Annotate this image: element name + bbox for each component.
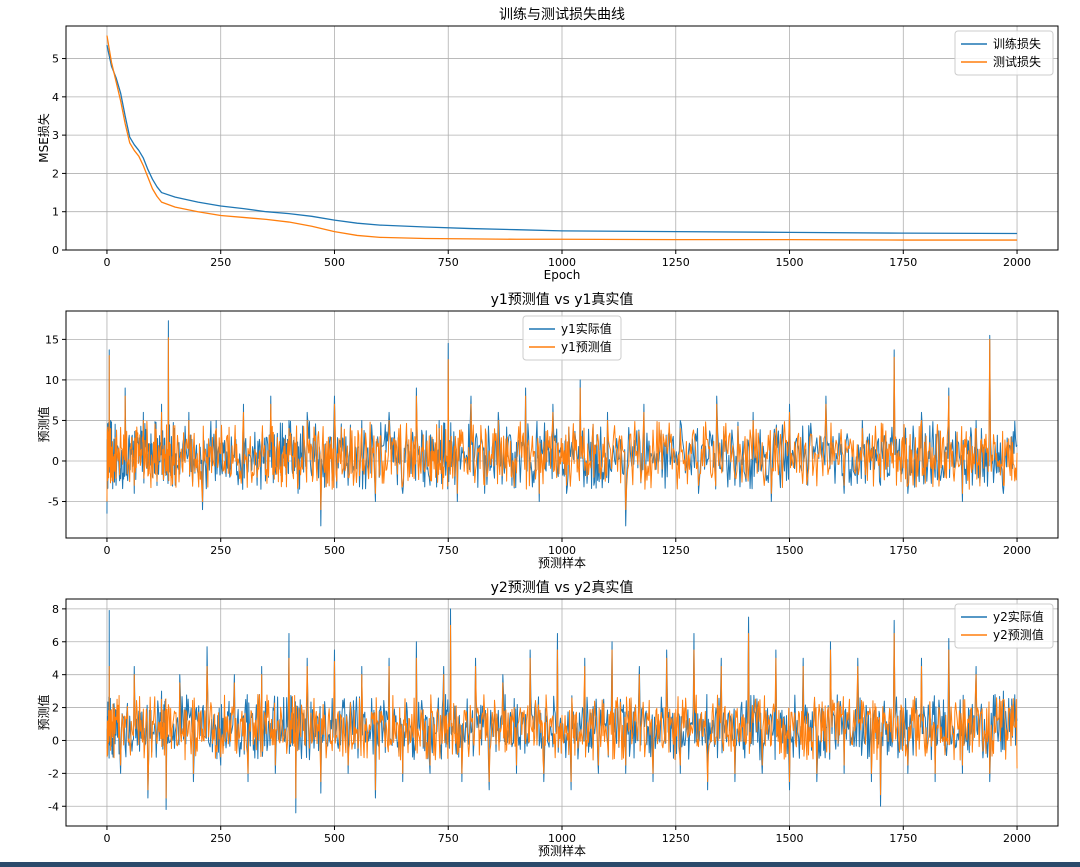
y1-series-line-2 bbox=[106, 337, 1018, 511]
y2-chart-title: y2预测值 vs y2真实值 bbox=[491, 580, 634, 596]
y1-y-tick-label: 5 bbox=[52, 414, 59, 427]
y1-y-tick-label: 10 bbox=[45, 374, 59, 387]
y2-x-tick-label: 250 bbox=[210, 832, 231, 845]
y1-x-tick-label: 0 bbox=[103, 544, 110, 557]
y2-y-tick-label: -4 bbox=[48, 800, 59, 813]
loss-y-tick-label: 2 bbox=[52, 167, 59, 180]
y2-y-tick-label: 2 bbox=[52, 702, 59, 715]
loss-series-line-1 bbox=[106, 45, 1018, 235]
y1-legend-label-2: y1预测值 bbox=[561, 339, 612, 354]
loss-x-tick-label: 1250 bbox=[662, 256, 690, 269]
y2-legend-label-1: y2实际值 bbox=[993, 609, 1044, 624]
chart-y1: 0 250 500 750 1000 1250 1500 1750 2000 -5 0 5 10 15 y1… bbox=[36, 292, 1059, 570]
y1-y-axis-label: 预测值 bbox=[36, 406, 51, 442]
y2-x-tick-label: 750 bbox=[438, 832, 459, 845]
loss-x-tick-label: 250 bbox=[210, 256, 231, 269]
y2-y-tick-label: -2 bbox=[48, 767, 59, 780]
loss-x-tick-label: 1500 bbox=[776, 256, 804, 269]
y2-x-tick-label: 2000 bbox=[1003, 832, 1031, 845]
y2-x-axis-label: 预测样本 bbox=[538, 843, 586, 858]
y2-x-tick-label: 1250 bbox=[662, 832, 690, 845]
y2-legend-box bbox=[954, 603, 1054, 649]
loss-x-tick-label: 1000 bbox=[548, 256, 576, 269]
y1-y-tick-label: 0 bbox=[52, 455, 59, 468]
y1-x-tick-label: 250 bbox=[210, 544, 231, 557]
loss-x-tick-label: 750 bbox=[438, 256, 459, 269]
loss-x-tick-label: 2000 bbox=[1003, 256, 1031, 269]
y2-x-tick-label: 1750 bbox=[889, 832, 917, 845]
loss-grid bbox=[66, 26, 1058, 251]
chart-y2: 0 250 500 750 1000 1250 1500 1750 2000 -4 -2 0 2 4 6 8 y… bbox=[36, 580, 1059, 858]
y1-x-tick-label: 1000 bbox=[548, 544, 576, 557]
loss-series-line-2 bbox=[106, 35, 1018, 241]
y2-y-tick-label: 6 bbox=[52, 636, 59, 649]
y1-series-line-1 bbox=[106, 320, 1018, 527]
loss-y-tick-label: 3 bbox=[52, 129, 59, 142]
loss-y-tick-label: 0 bbox=[52, 244, 59, 257]
y2-y-tick-label: 4 bbox=[52, 669, 59, 682]
loss-legend-label-2: 测试损失 bbox=[993, 54, 1041, 69]
y2-grid bbox=[66, 599, 1058, 826]
y1-x-axis-label: 预测样本 bbox=[538, 555, 586, 570]
loss-x-tick-label: 0 bbox=[103, 256, 110, 269]
loss-y-tick-label: 5 bbox=[52, 53, 59, 66]
y1-chart-title: y1预测值 vs y1真实值 bbox=[491, 292, 634, 308]
loss-y-tick-label: 1 bbox=[52, 206, 59, 219]
y2-y-tick-label: 0 bbox=[52, 734, 59, 747]
loss-x-axis-label: Epoch bbox=[544, 268, 581, 282]
y2-legend-label-2: y2预测值 bbox=[993, 627, 1044, 642]
y2-legend: y2实际值 y2预测值 bbox=[954, 603, 1054, 649]
loss-chart-title: 训练与测试损失曲线 bbox=[499, 7, 625, 23]
loss-y-axis-label: MSE损失 bbox=[36, 113, 51, 163]
y1-x-tick-label: 1250 bbox=[662, 544, 690, 557]
y1-x-tick-label: 1750 bbox=[889, 544, 917, 557]
y2-series-line-2 bbox=[106, 624, 1018, 799]
y1-legend-label-1: y1实际值 bbox=[561, 321, 612, 336]
y1-y-tick-label: -5 bbox=[48, 496, 59, 509]
loss-x-tick-label: 1750 bbox=[889, 256, 917, 269]
y2-x-tick-label: 1500 bbox=[776, 832, 804, 845]
y1-x-tick-label: 750 bbox=[438, 544, 459, 557]
y1-legend-box bbox=[522, 315, 622, 361]
loss-y-tick-label: 4 bbox=[52, 91, 59, 104]
y1-legend: y1实际值 y1预测值 bbox=[522, 315, 622, 361]
y2-x-tick-label: 0 bbox=[103, 832, 110, 845]
y1-x-tick-label: 500 bbox=[324, 544, 345, 557]
y1-x-tick-label: 2000 bbox=[1003, 544, 1031, 557]
y1-x-tick-label: 1500 bbox=[776, 544, 804, 557]
loss-x-tick-label: 500 bbox=[324, 256, 345, 269]
y1-y-tick-label: 15 bbox=[45, 333, 59, 346]
y2-y-tick-label: 8 bbox=[52, 603, 59, 616]
y2-x-tick-label: 500 bbox=[324, 832, 345, 845]
y2-x-tick-label: 1000 bbox=[548, 832, 576, 845]
chart-loss: 0 250 500 750 1000 1250 1500 1750 2000 0 1 2 3 4 5 训练与测… bbox=[36, 7, 1059, 282]
window-bottom-bar bbox=[0, 862, 1080, 867]
loss-legend-label-1: 训练损失 bbox=[993, 36, 1041, 51]
loss-legend-box bbox=[954, 30, 1054, 76]
y2-y-axis-label: 预测值 bbox=[36, 694, 51, 730]
